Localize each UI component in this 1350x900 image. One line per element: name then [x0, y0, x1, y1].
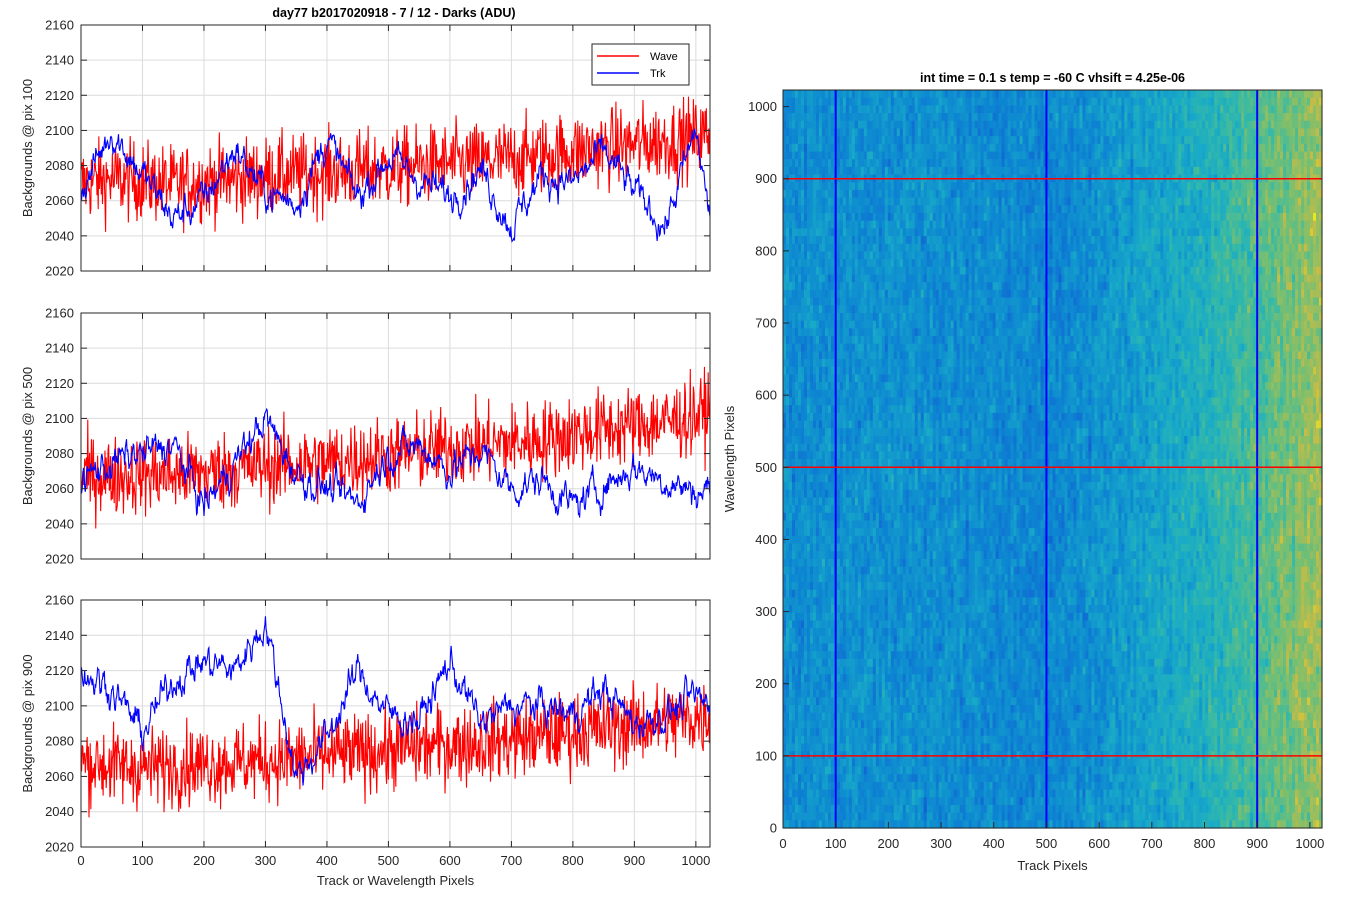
y-tick-label: 2120	[45, 88, 74, 103]
y-tick-label: 2160	[45, 306, 74, 321]
x-tick-label: 1000	[681, 853, 710, 868]
y-tick-label: 2040	[45, 516, 74, 531]
y-tick-label: 2080	[45, 734, 74, 749]
x-tick-label: 100	[132, 853, 154, 868]
line-chart-pix-900: 2020 2040 2060 2080 2100 2120 2140 2160 0 100 200 3…	[20, 593, 710, 889]
y-tick-label: 2100	[45, 411, 74, 426]
y-axis-label: Backgrounds @ pix 900	[20, 654, 35, 792]
legend-label-wave: Wave	[650, 51, 678, 63]
y-tick-label: 2040	[45, 228, 74, 243]
y-tick-label: 2140	[45, 53, 74, 68]
y-tick-label: 2080	[45, 158, 74, 173]
plot-area	[81, 313, 710, 559]
legend-label-trk: Trk	[650, 68, 666, 80]
y-tick-label: 2140	[45, 341, 74, 356]
x-tick-label: 400	[316, 853, 338, 868]
line-chart-pix-100: 2020 2040 2060 2080 2100 2120 2140 2160 Backgrou…	[20, 18, 710, 279]
y-tick-label: 2160	[45, 18, 74, 33]
y-tick-label: 2020	[45, 552, 74, 567]
x-tick-label: 300	[255, 853, 277, 868]
y-tick-label: 2100	[45, 123, 74, 138]
line-chart-pix-500: 2020 2040 2060 2080 2100 2120 2140 2160 Backgrou…	[20, 306, 710, 567]
x-tick-label: 900	[624, 853, 646, 868]
x-tick-label: 200	[193, 853, 215, 868]
y-tick-label: 2060	[45, 193, 74, 208]
y-tick-label: 2120	[45, 663, 74, 678]
heatmap-cells	[783, 90, 1323, 829]
y-tick-label: 2140	[45, 628, 74, 643]
y-tick-label: 2060	[45, 769, 74, 784]
y-tick-label: 2160	[45, 593, 74, 608]
x-tick-label: 700	[501, 853, 523, 868]
y-tick-label: 2020	[45, 840, 74, 855]
y-axis-label: Backgrounds @ pix 500	[20, 367, 35, 505]
y-tick-label: 2080	[45, 446, 74, 461]
y-tick-label: 2100	[45, 698, 74, 713]
x-tick-label: 500	[378, 853, 400, 868]
y-axis-label: Backgrounds @ pix 100	[20, 79, 35, 217]
x-tick-label: 0	[77, 853, 84, 868]
y-tick-label: 2020	[45, 264, 74, 279]
y-tick-label: 2040	[45, 804, 74, 819]
x-axis-label: Track or Wavelength Pixels	[317, 873, 475, 888]
y-tick-label: 2060	[45, 481, 74, 496]
y-tick-label: 2120	[45, 376, 74, 391]
x-tick-label: 800	[562, 853, 584, 868]
heatmap-chart: 0 100 200 300 400 500 600 700 800 900 100001002003…	[722, 71, 1324, 873]
x-tick-label: 600	[439, 853, 461, 868]
